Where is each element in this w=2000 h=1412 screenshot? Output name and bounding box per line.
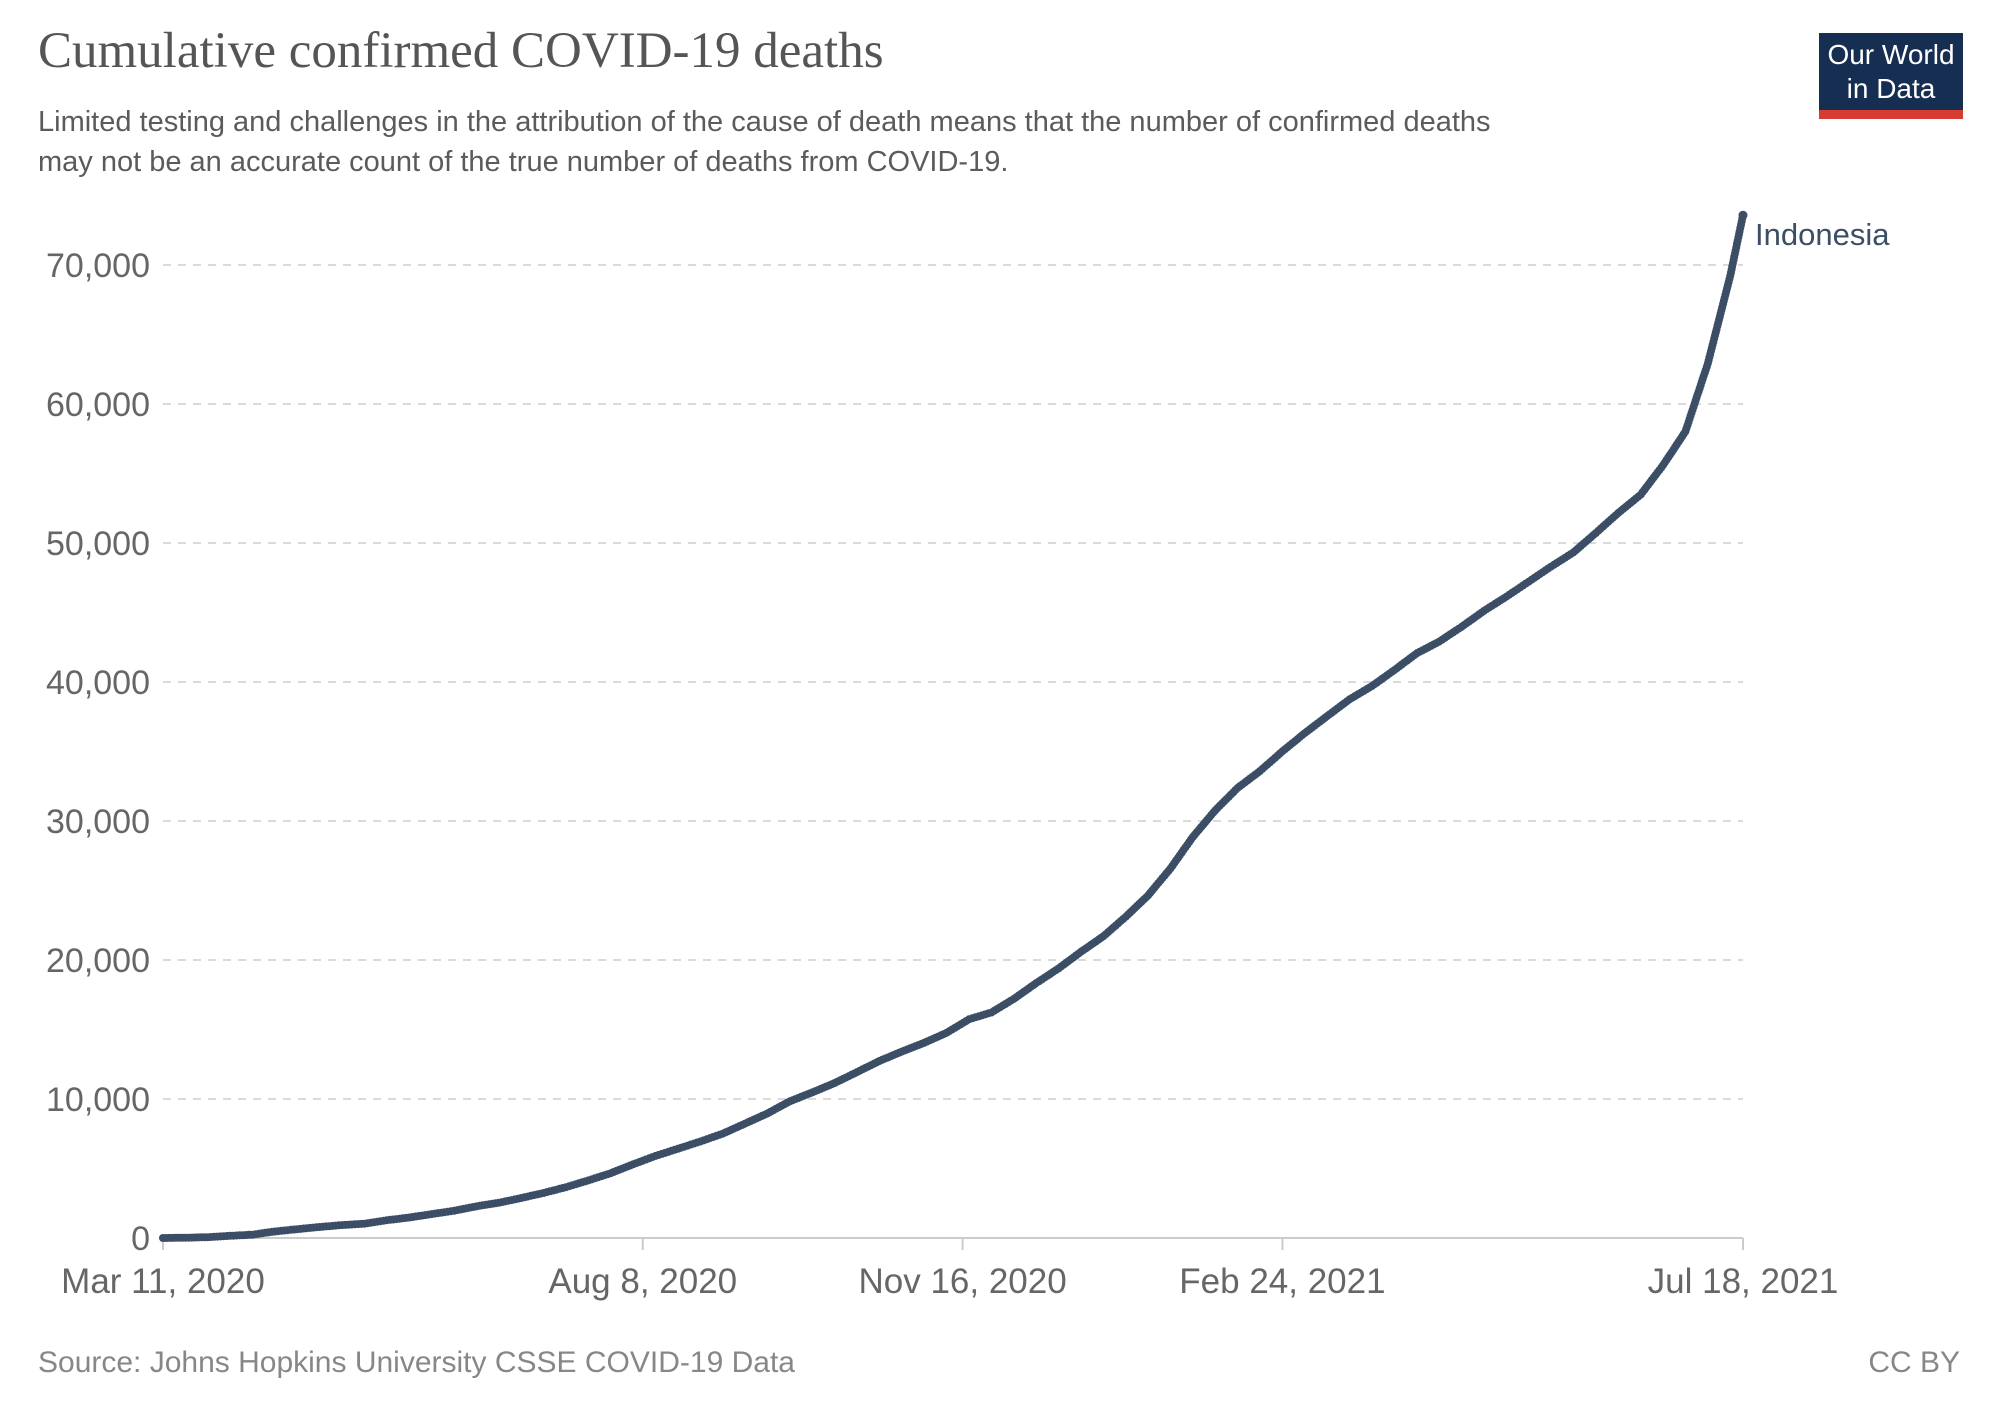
source-note: Source: Johns Hopkins University CSSE CO… [38,1346,795,1379]
y-tick-label: 0 [131,1220,150,1258]
x-tick-label: Aug 8, 2020 [548,1262,737,1301]
owid-logo-line-2: in Data [1846,73,1936,104]
y-tick-label: 30,000 [46,803,150,841]
x-tick-label: Nov 16, 2020 [858,1262,1066,1301]
x-tick-label: Mar 11, 2020 [61,1262,265,1301]
owid-logo: Our World in Data [1819,33,1963,119]
chart-title: Cumulative confirmed COVID-19 deaths [38,23,884,79]
y-tick-label: 50,000 [46,525,150,563]
owid-logo-text: Our World in Data [1819,33,1963,110]
chart-subtitle: Limited testing and challenges in the at… [38,102,1491,182]
chart-subtitle-line-2: may not be an accurate count of the true… [38,146,1009,178]
owid-logo-line-1: Our World [1827,39,1955,70]
y-tick-label: 10,000 [46,1081,150,1119]
series-label-indonesia[interactable]: Indonesia [1755,217,1890,253]
series-line[interactable] [160,212,1746,1241]
x-tick-label: Feb 24, 2021 [1179,1262,1385,1301]
y-tick-label: 20,000 [46,942,150,980]
series-last-point[interactable] [1738,210,1748,220]
series-indonesia[interactable] [159,210,1748,1242]
license-badge: CC BY [1868,1346,1960,1379]
y-tick-label: 40,000 [46,664,150,702]
owid-logo-accent-bar [1819,110,1963,119]
x-tick-label: Jul 18, 2021 [1648,1262,1839,1301]
y-tick-label: 60,000 [46,386,150,424]
chart-subtitle-line-1: Limited testing and challenges in the at… [38,106,1491,138]
y-tick-label: 70,000 [46,247,150,285]
